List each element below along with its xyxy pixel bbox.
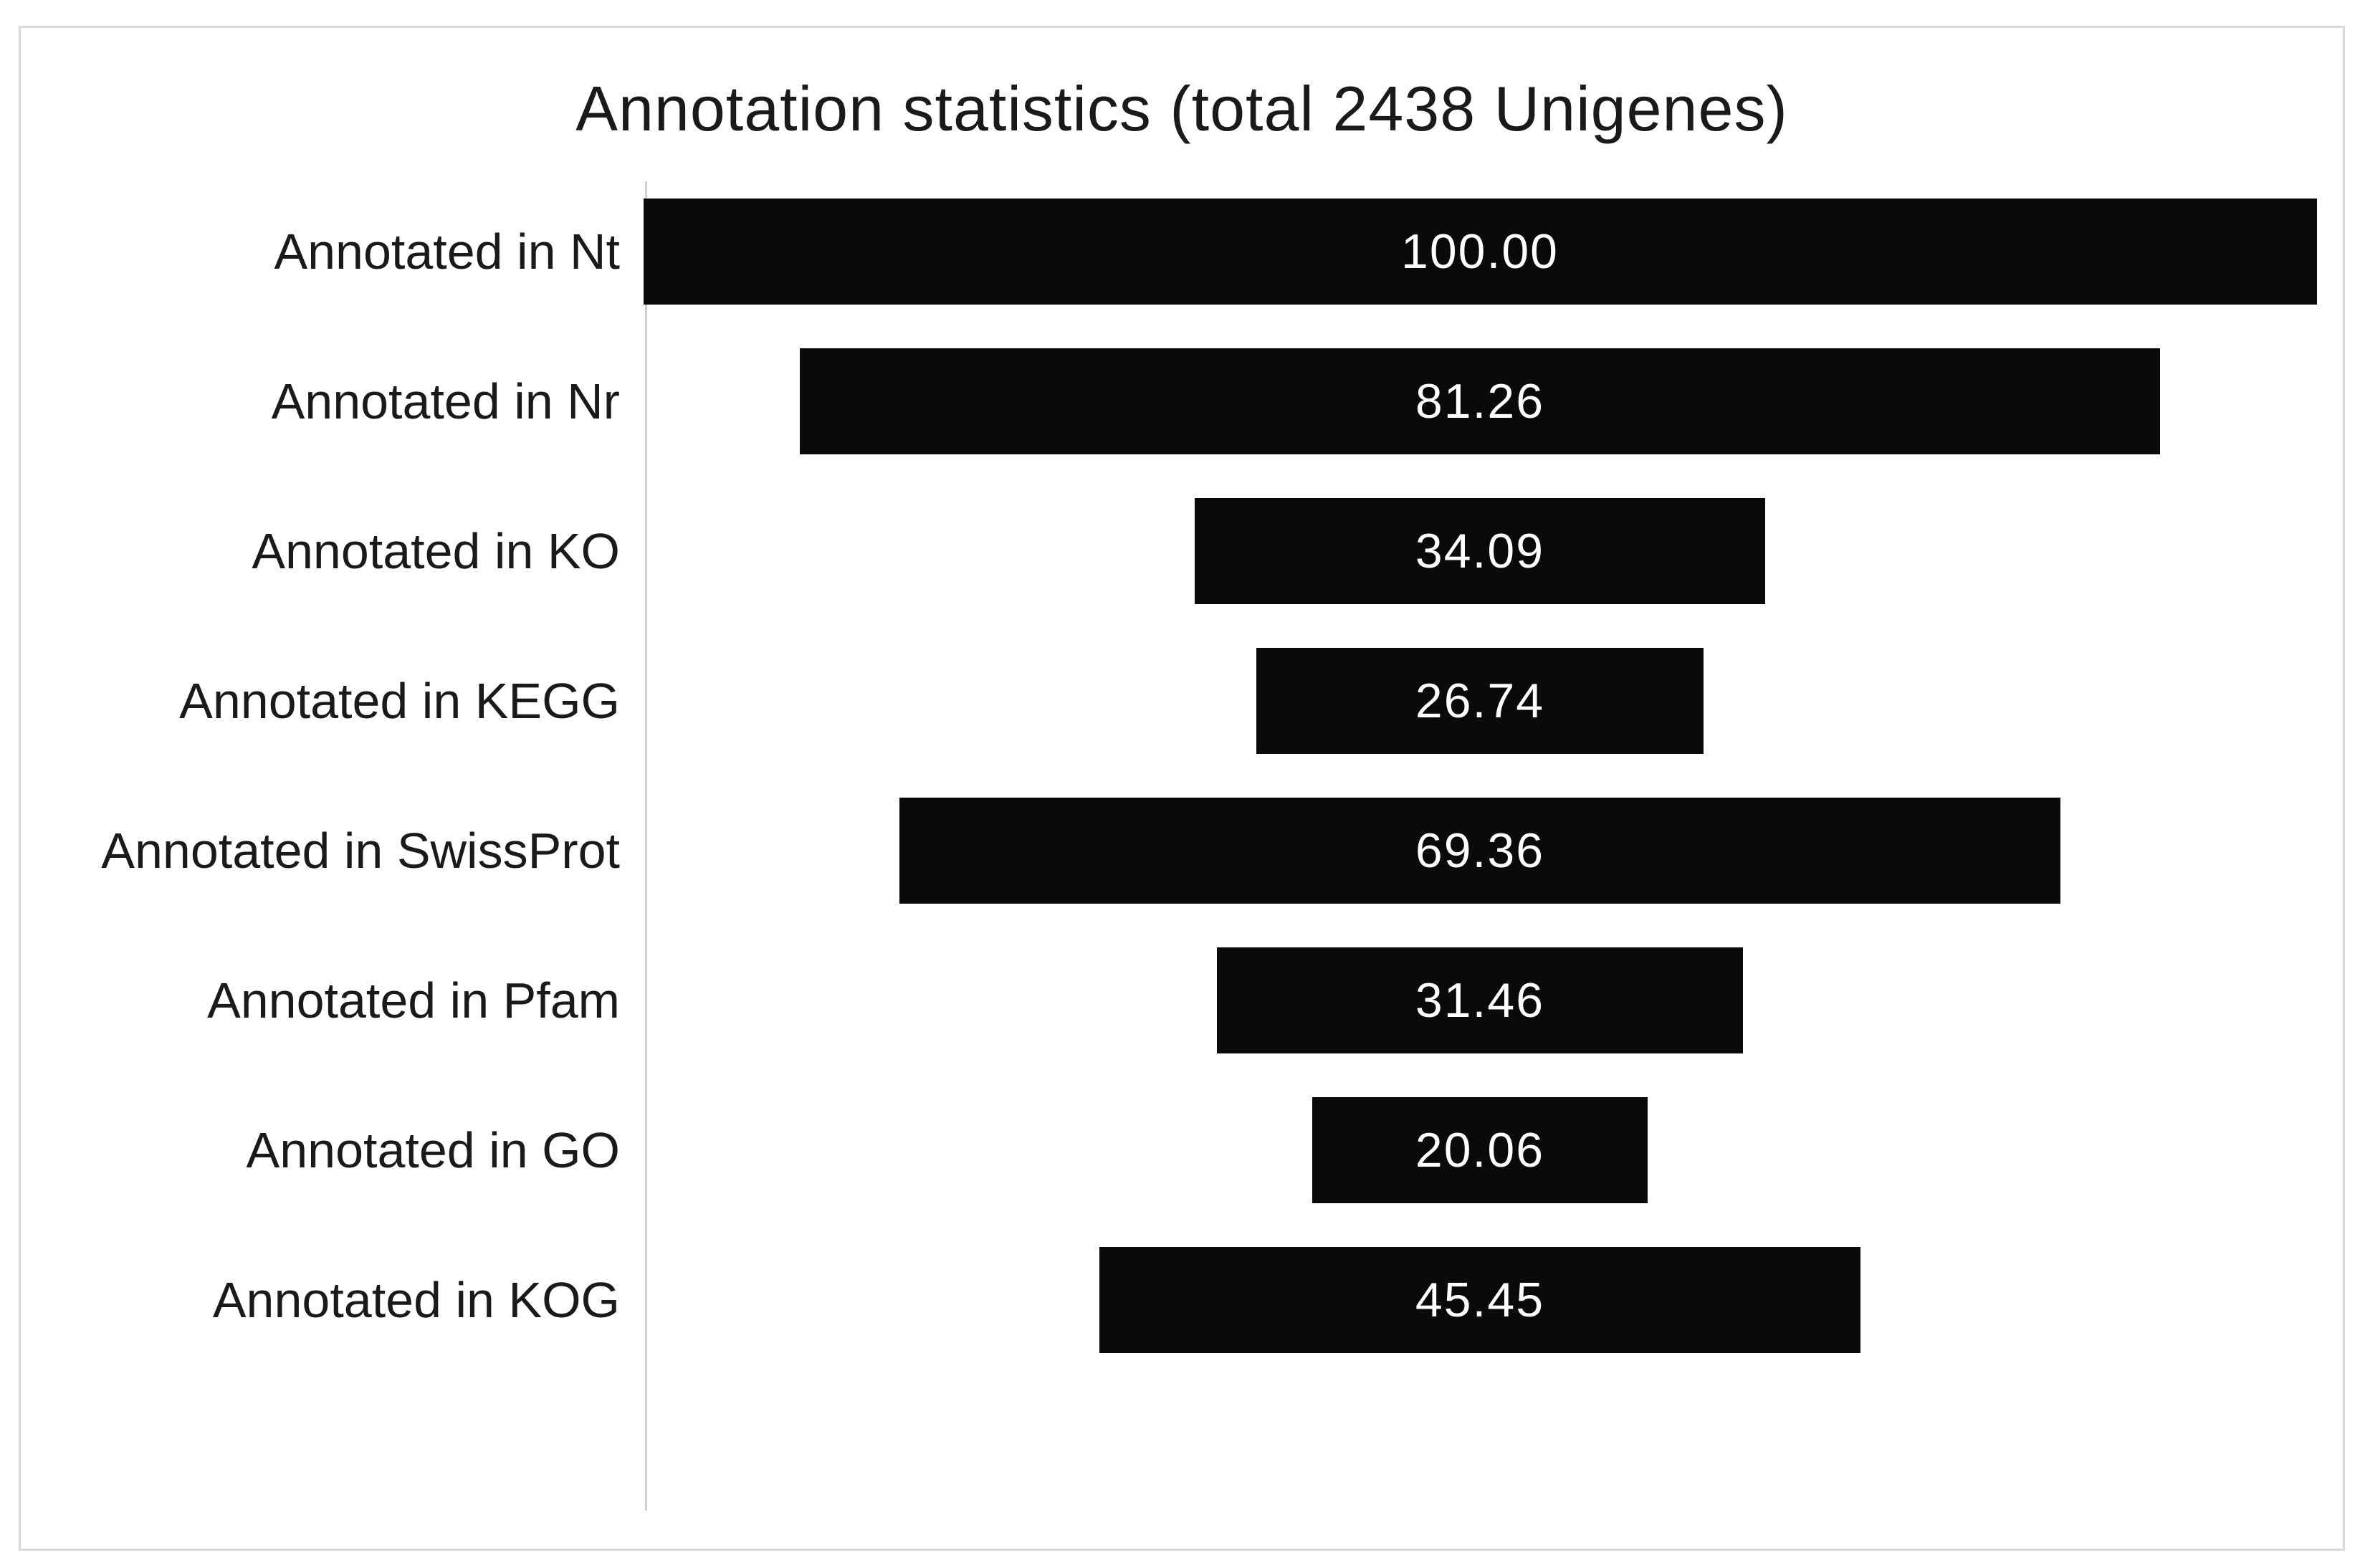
category-label: Annotated in SwissProt bbox=[101, 823, 620, 879]
bar-value-label: 69.36 bbox=[1415, 823, 1545, 878]
category-label: Annotated in GO bbox=[246, 1122, 620, 1178]
bar: 34.09 bbox=[1194, 498, 1765, 604]
y-axis-line bbox=[645, 181, 647, 1511]
bar-value-label: 34.09 bbox=[1415, 524, 1545, 578]
category-label: Annotated in KEGG bbox=[179, 673, 620, 729]
category-label: Annotated in Pfam bbox=[207, 972, 620, 1028]
chart-title: Annotation statistics (total 2438 Unigen… bbox=[575, 73, 1788, 144]
bar-value-label: 20.06 bbox=[1415, 1123, 1545, 1177]
category-label: Annotated in Nt bbox=[274, 224, 620, 279]
category-label: Annotated in Nr bbox=[271, 373, 620, 429]
bar-value-label: 31.46 bbox=[1415, 973, 1545, 1028]
bar: 81.26 bbox=[800, 348, 2160, 454]
bar-value-label: 26.74 bbox=[1415, 674, 1545, 728]
bar: 100.00 bbox=[643, 199, 2317, 305]
bar-value-label: 45.45 bbox=[1415, 1273, 1545, 1327]
bar: 31.46 bbox=[1216, 947, 1744, 1053]
bar: 20.06 bbox=[1312, 1097, 1648, 1203]
category-label: Annotated in KO bbox=[252, 523, 620, 579]
bar-value-label: 81.26 bbox=[1415, 374, 1545, 429]
bar-value-label: 100.00 bbox=[1401, 224, 1559, 279]
chart-figure: Annotation statistics (total 2438 Unigen… bbox=[19, 26, 2345, 1551]
bar: 69.36 bbox=[899, 798, 2060, 904]
bar: 26.74 bbox=[1256, 648, 1704, 754]
category-label: Annotated in KOG bbox=[212, 1272, 620, 1328]
bar: 45.45 bbox=[1099, 1247, 1860, 1353]
